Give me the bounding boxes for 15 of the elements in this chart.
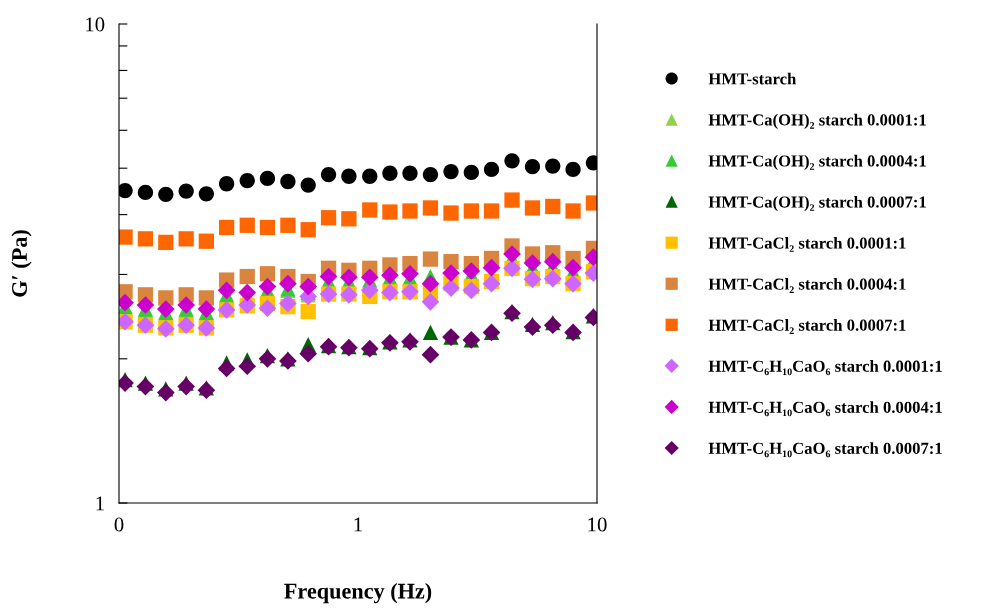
legend-label: HMT-C₆H₁₀CaO₆ starch 0.0007:1 (708, 442, 942, 458)
legend-label: HMT-CaCl₂ starch 0.0004:1 (708, 278, 906, 293)
x-axis-title: Frequency (Hz) (284, 583, 432, 604)
legend-label: HMT-starch (708, 72, 797, 85)
legend-label: HMT-CaCl₂ starch 0.0001:1 (708, 236, 906, 252)
legend-label: HMT-Ca(OH)₂ starch 0.0007:1 (708, 195, 926, 212)
legend-label: HMT-C₆H₁₀CaO₆ starch 0.0004:1 (708, 401, 942, 417)
x-tick-label: 0 (114, 517, 124, 532)
x-tick-label: 10 (588, 517, 607, 532)
legend-label: HMT-Ca(OH)₂ starch 0.0004:1 (708, 154, 926, 170)
y-axis-title: G′ (Pa) (11, 230, 32, 297)
legend-label: HMT-CaCl₂ starch 0.0007:1 (708, 319, 906, 334)
x-tick-label: 1 (354, 517, 362, 532)
legend-label: HMT-Ca(OH)₂ starch 0.0001:1 (708, 113, 926, 129)
legend-label: HMT-C₆H₁₀CaO₆ starch 0.0001:1 (708, 360, 942, 376)
